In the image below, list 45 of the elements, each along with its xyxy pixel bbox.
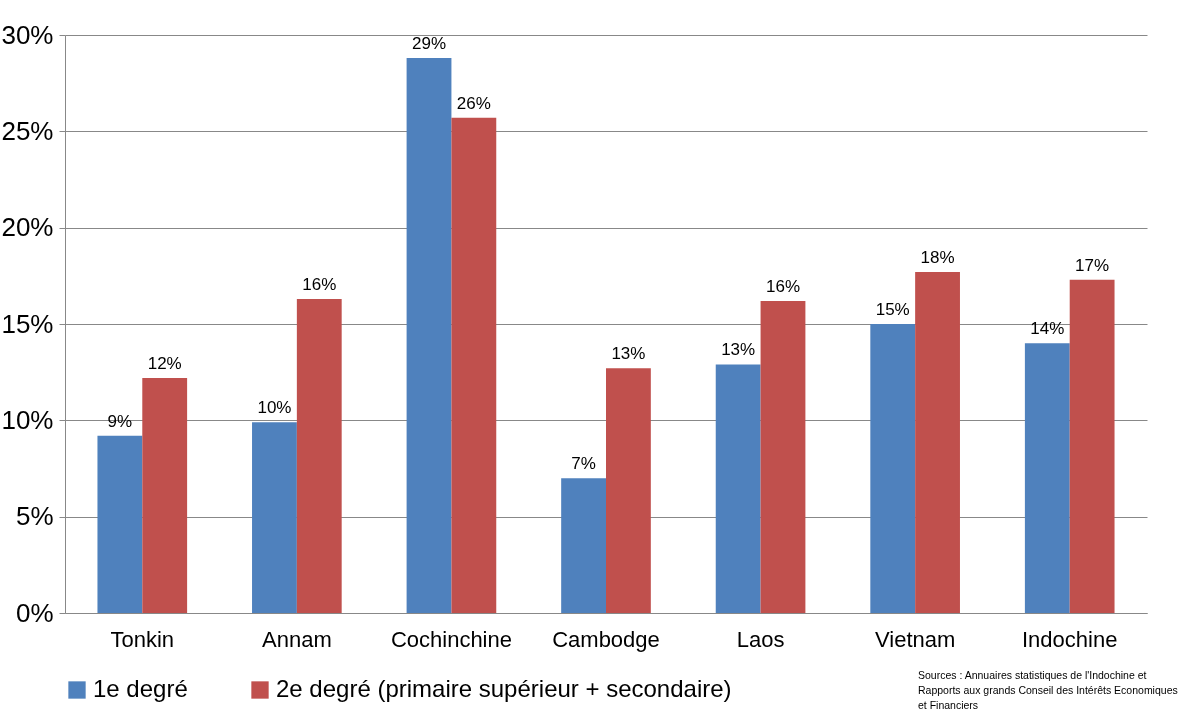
bar: [406, 58, 452, 613]
y-tick-label: 10%: [1, 404, 54, 435]
bar: [1024, 343, 1070, 613]
data-label: 15%: [875, 300, 910, 319]
y-tick-label: 20%: [1, 212, 54, 243]
x-tick-label: Vietnam: [874, 626, 956, 652]
bar: [252, 422, 297, 613]
x-tick-label: Indochine: [1022, 626, 1118, 652]
data-label: 14%: [1030, 319, 1065, 339]
y-tick-label: 25%: [1, 115, 54, 146]
data-label: 29%: [412, 34, 447, 54]
bar: [760, 300, 806, 613]
bar: [1069, 279, 1115, 613]
bar: [451, 117, 497, 613]
data-label: 10%: [257, 398, 292, 418]
bar: [296, 298, 342, 613]
data-label: 18%: [920, 247, 955, 267]
data-label: 9%: [107, 411, 133, 431]
x-tick-label: Cochinchine: [390, 626, 512, 652]
y-tick-label: 30%: [1, 19, 54, 50]
legend-label: 2e degré (primaire supérieur + secondaire): [276, 675, 732, 702]
legend-label: 1e degré: [93, 675, 188, 702]
bar: [142, 377, 188, 613]
data-label: 16%: [765, 276, 800, 296]
data-label: 13%: [721, 340, 756, 360]
data-label: 7%: [571, 454, 596, 474]
source-note: Sources : Annuaires statistiques de l'Indochine et Rapports aux grands Conseil des Intérêts Economiques et Financiers: [918, 668, 1178, 713]
bar: [97, 435, 143, 613]
data-label: 16%: [302, 274, 337, 294]
x-tick-label: Laos: [736, 626, 785, 652]
bar: [561, 478, 606, 613]
y-tick-label: 0%: [15, 597, 54, 628]
bar: [870, 324, 916, 613]
x-tick-label: Cambodge: [552, 626, 660, 652]
data-label: 12%: [147, 353, 182, 373]
bar: [915, 271, 960, 613]
bar: [606, 368, 651, 613]
data-label: 26%: [456, 93, 491, 113]
data-label: 17%: [1075, 255, 1110, 275]
x-tick-label: Tonkin: [110, 626, 175, 652]
y-tick-label: 5%: [15, 501, 54, 532]
bar: [715, 364, 761, 613]
y-tick-label: 15%: [1, 308, 54, 339]
x-tick-label: Annam: [262, 626, 332, 652]
data-label: 13%: [611, 344, 646, 364]
